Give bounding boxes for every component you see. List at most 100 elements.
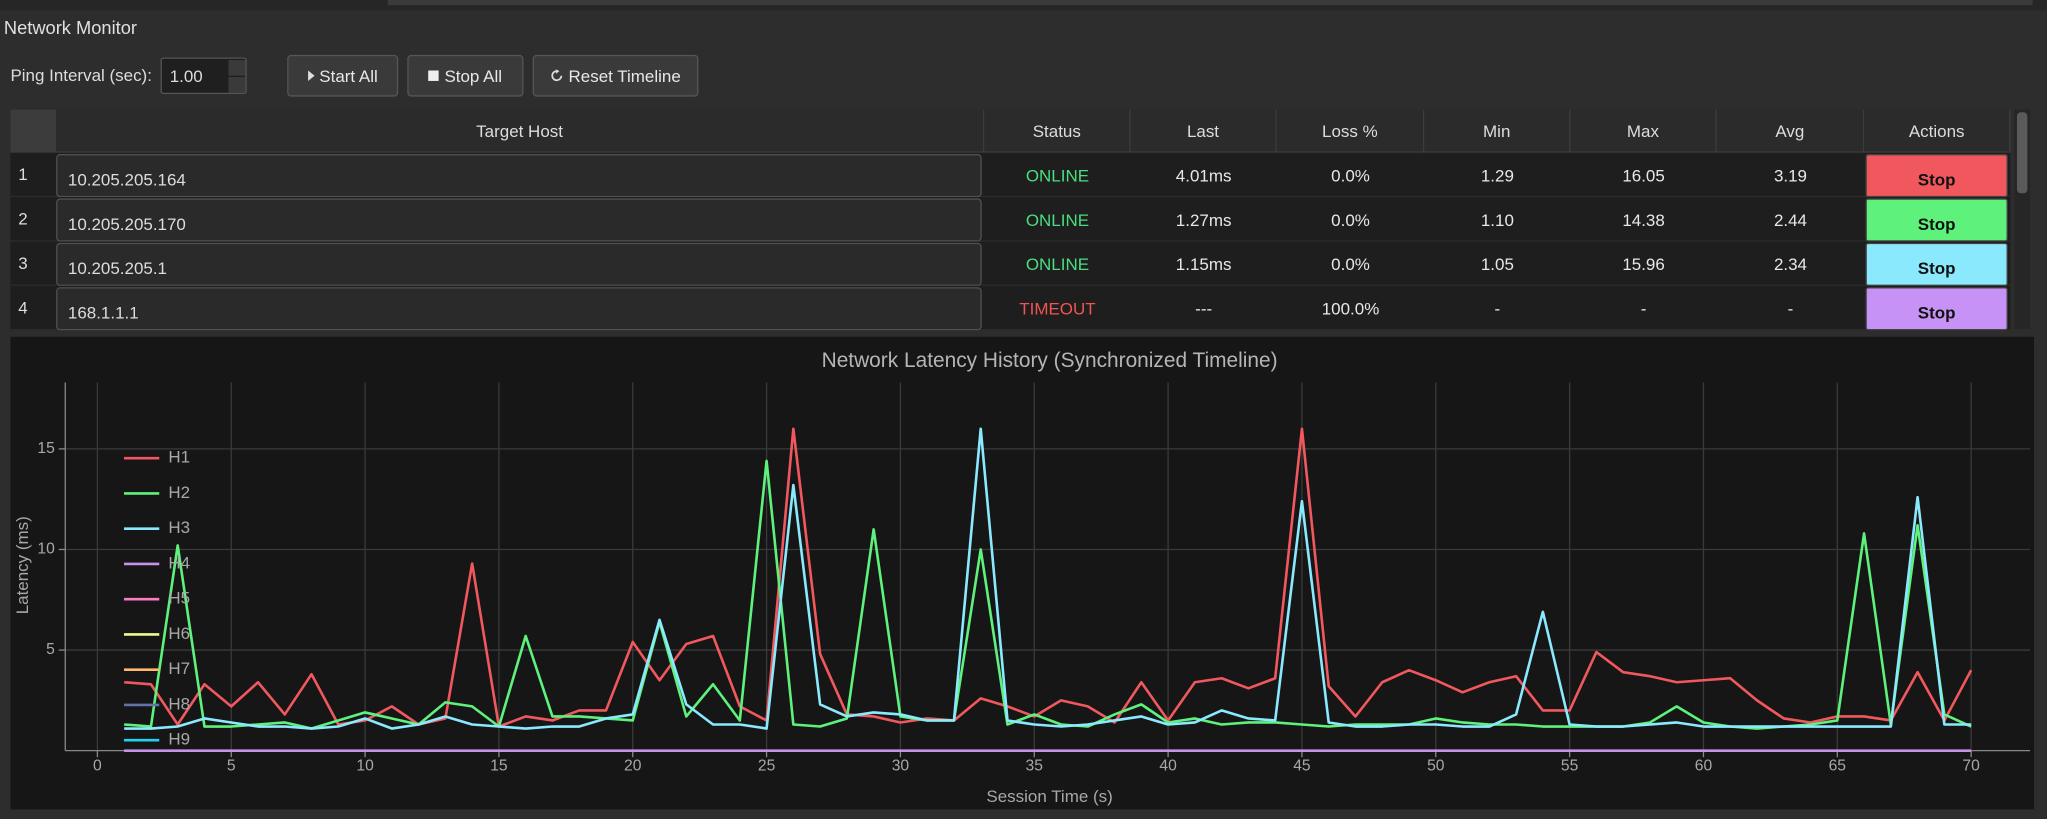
y-tick-label: 5 (46, 641, 55, 658)
top-strip (0, 0, 2047, 11)
cell-avg: 2.44 (1773, 209, 1807, 230)
reset-timeline-button[interactable]: Reset Timeline (532, 54, 699, 97)
header-cell cell hdr: Target Host (56, 109, 985, 153)
x-tick-label: 25 (758, 757, 776, 774)
spin-down[interactable] (228, 77, 246, 93)
x-tick-label: 35 (1026, 757, 1044, 774)
host-field (56, 154, 982, 198)
header-cell: Avg (1716, 109, 1865, 153)
scroll-thumb[interactable] (2016, 112, 2028, 194)
corner-cell (10, 109, 57, 153)
button-label: Reset Timeline (568, 65, 681, 86)
cell-max: - (1640, 298, 1647, 318)
cell-status: TIMEOUT (1019, 298, 1096, 318)
series-line (124, 459, 1972, 730)
header-cell: Last (1130, 109, 1277, 153)
chart-panel (10, 336, 2034, 810)
host-field (56, 287, 982, 331)
chart-title: Network Latency History (Synchronized Ti… (822, 349, 1278, 372)
dock-tab (387, 0, 2033, 6)
legend-label: H9 (168, 730, 190, 749)
cell-min: 1.05 (1480, 253, 1514, 274)
stop-button[interactable]: Stop (1865, 198, 2008, 242)
row-index: 1 (18, 164, 28, 185)
legend-label: H3 (168, 518, 190, 537)
cell-status: ONLINE (1025, 253, 1090, 274)
stop-button[interactable]: Stop (1865, 287, 2008, 331)
cell-max: 15.96 (1622, 253, 1665, 274)
row-index: 4 (18, 297, 28, 318)
x-tick-label: 55 (1561, 757, 1579, 774)
x-tick-label: 20 (624, 757, 642, 774)
interval-spinbox[interactable]: 1.00 (160, 57, 247, 94)
legend-label: H1 (168, 448, 190, 467)
interval-value: 1.00 (169, 66, 203, 87)
y-tick-label: 10 (37, 541, 55, 558)
header-cell: Min (1424, 109, 1571, 153)
header-cell: Actions (1864, 109, 2011, 153)
x-tick-label: 60 (1695, 757, 1713, 774)
legend-label: H7 (168, 659, 190, 678)
legend-label: H8 (168, 694, 190, 713)
host-field (56, 242, 982, 286)
x-tick-label: 65 (1829, 757, 1847, 774)
cell-loss: 0.0% (1331, 165, 1370, 185)
row-index: 2 (18, 208, 28, 229)
host-field (56, 198, 982, 242)
cell-avg: - (1787, 298, 1794, 318)
cell-status: ONLINE (1025, 165, 1090, 185)
cell-avg: 2.34 (1773, 253, 1807, 274)
scrollbar[interactable] (2014, 109, 2031, 329)
host-text: 10.205.205.1 (67, 258, 167, 279)
x-tick-label: 45 (1293, 757, 1311, 774)
cell-last: --- (1195, 298, 1213, 318)
stop-all-button[interactable]: Stop All (407, 54, 524, 97)
x-tick-label: 15 (490, 757, 508, 774)
y-tick-label: 15 (37, 440, 55, 457)
header-cell: Loss % (1276, 109, 1425, 153)
x-tick-label: 0 (93, 757, 102, 774)
cell-avg: 3.19 (1773, 165, 1807, 185)
cell-loss: 0.0% (1331, 209, 1370, 230)
header-cell: Status (984, 109, 1131, 153)
cell-loss: 100.0% (1321, 298, 1380, 318)
row-index: 3 (18, 253, 28, 273)
cell-min: - (1494, 298, 1501, 318)
x-tick-label: 70 (1962, 757, 1980, 774)
cell-last: 1.27ms (1175, 209, 1232, 230)
cell-min: 1.29 (1480, 165, 1514, 185)
cell-last: 1.15ms (1175, 253, 1232, 274)
start-all-button[interactable]: Start All (287, 54, 399, 97)
x-tick-label: 50 (1427, 757, 1445, 774)
stop-button[interactable]: Stop (1865, 242, 2008, 286)
cell-min: 1.10 (1480, 209, 1514, 230)
window-title: Network Monitor (3, 16, 137, 38)
button-label: Stop All (444, 65, 503, 86)
x-tick-label: 30 (892, 757, 910, 774)
x-tick-label: 10 (356, 757, 374, 774)
host-text: 10.205.205.164 (67, 169, 186, 190)
stop-icon (428, 70, 440, 81)
legend-label: H5 (168, 589, 190, 608)
legend-label: H4 (168, 553, 190, 572)
cell-max: 14.38 (1622, 209, 1665, 230)
stop-button[interactable]: Stop (1865, 154, 2008, 198)
series-line (124, 427, 1972, 730)
host-text: 10.205.205.170 (67, 214, 186, 234)
cell-status: ONLINE (1025, 209, 1090, 230)
interval-label: Ping Interval (sec): (10, 65, 152, 85)
button-label: Start All (319, 65, 378, 86)
cell-loss: 0.0% (1331, 253, 1370, 274)
y-axis-label: Latency (ms) (13, 516, 32, 614)
reset-icon (550, 69, 562, 82)
cell-max: 16.05 (1622, 165, 1665, 185)
host-text: 168.1.1.1 (67, 302, 139, 323)
cell-last: 4.01ms (1175, 165, 1232, 185)
spin-up[interactable] (228, 60, 246, 76)
legend-label: H6 (168, 624, 190, 643)
play-icon (307, 70, 315, 81)
header-cell: Max (1570, 109, 1717, 153)
legend-label: H2 (168, 483, 190, 502)
